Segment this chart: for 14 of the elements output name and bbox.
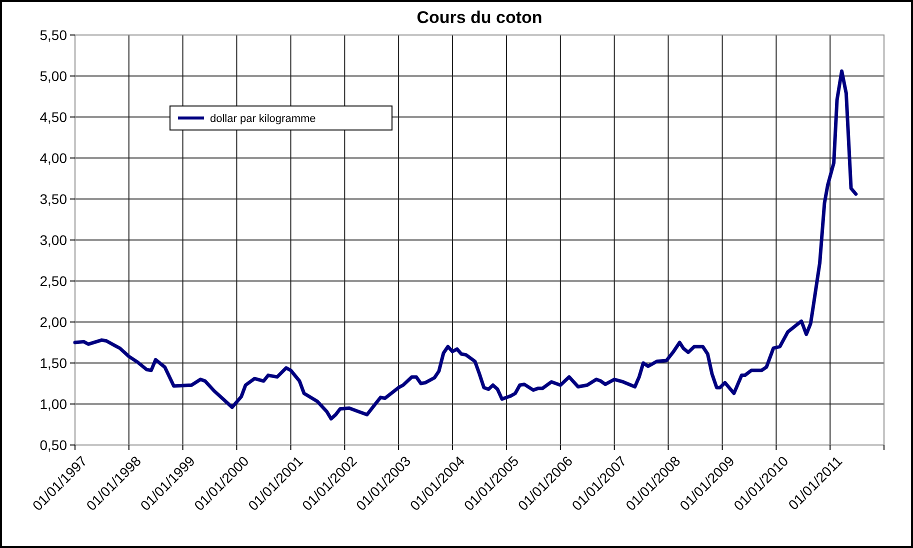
chart-title: Cours du coton: [416, 8, 542, 27]
legend-label: dollar par kilogramme: [210, 112, 316, 125]
y-tick-label: 2,00: [40, 314, 68, 330]
y-tick-label: 5,50: [40, 26, 68, 43]
y-tick-label: 5,00: [40, 68, 68, 84]
y-tick-label: 1,00: [40, 396, 68, 412]
y-tick-label: 1,50: [40, 354, 68, 371]
y-tick-label: 0,50: [40, 436, 68, 453]
y-tick-label: 2,50: [40, 272, 68, 289]
y-tick-label: 4,00: [40, 150, 68, 166]
y-tick-label: 4,50: [40, 108, 68, 125]
y-tick-label: 3,00: [40, 232, 68, 248]
y-tick-label: 3,50: [40, 190, 68, 207]
line-series: [73, 69, 858, 421]
